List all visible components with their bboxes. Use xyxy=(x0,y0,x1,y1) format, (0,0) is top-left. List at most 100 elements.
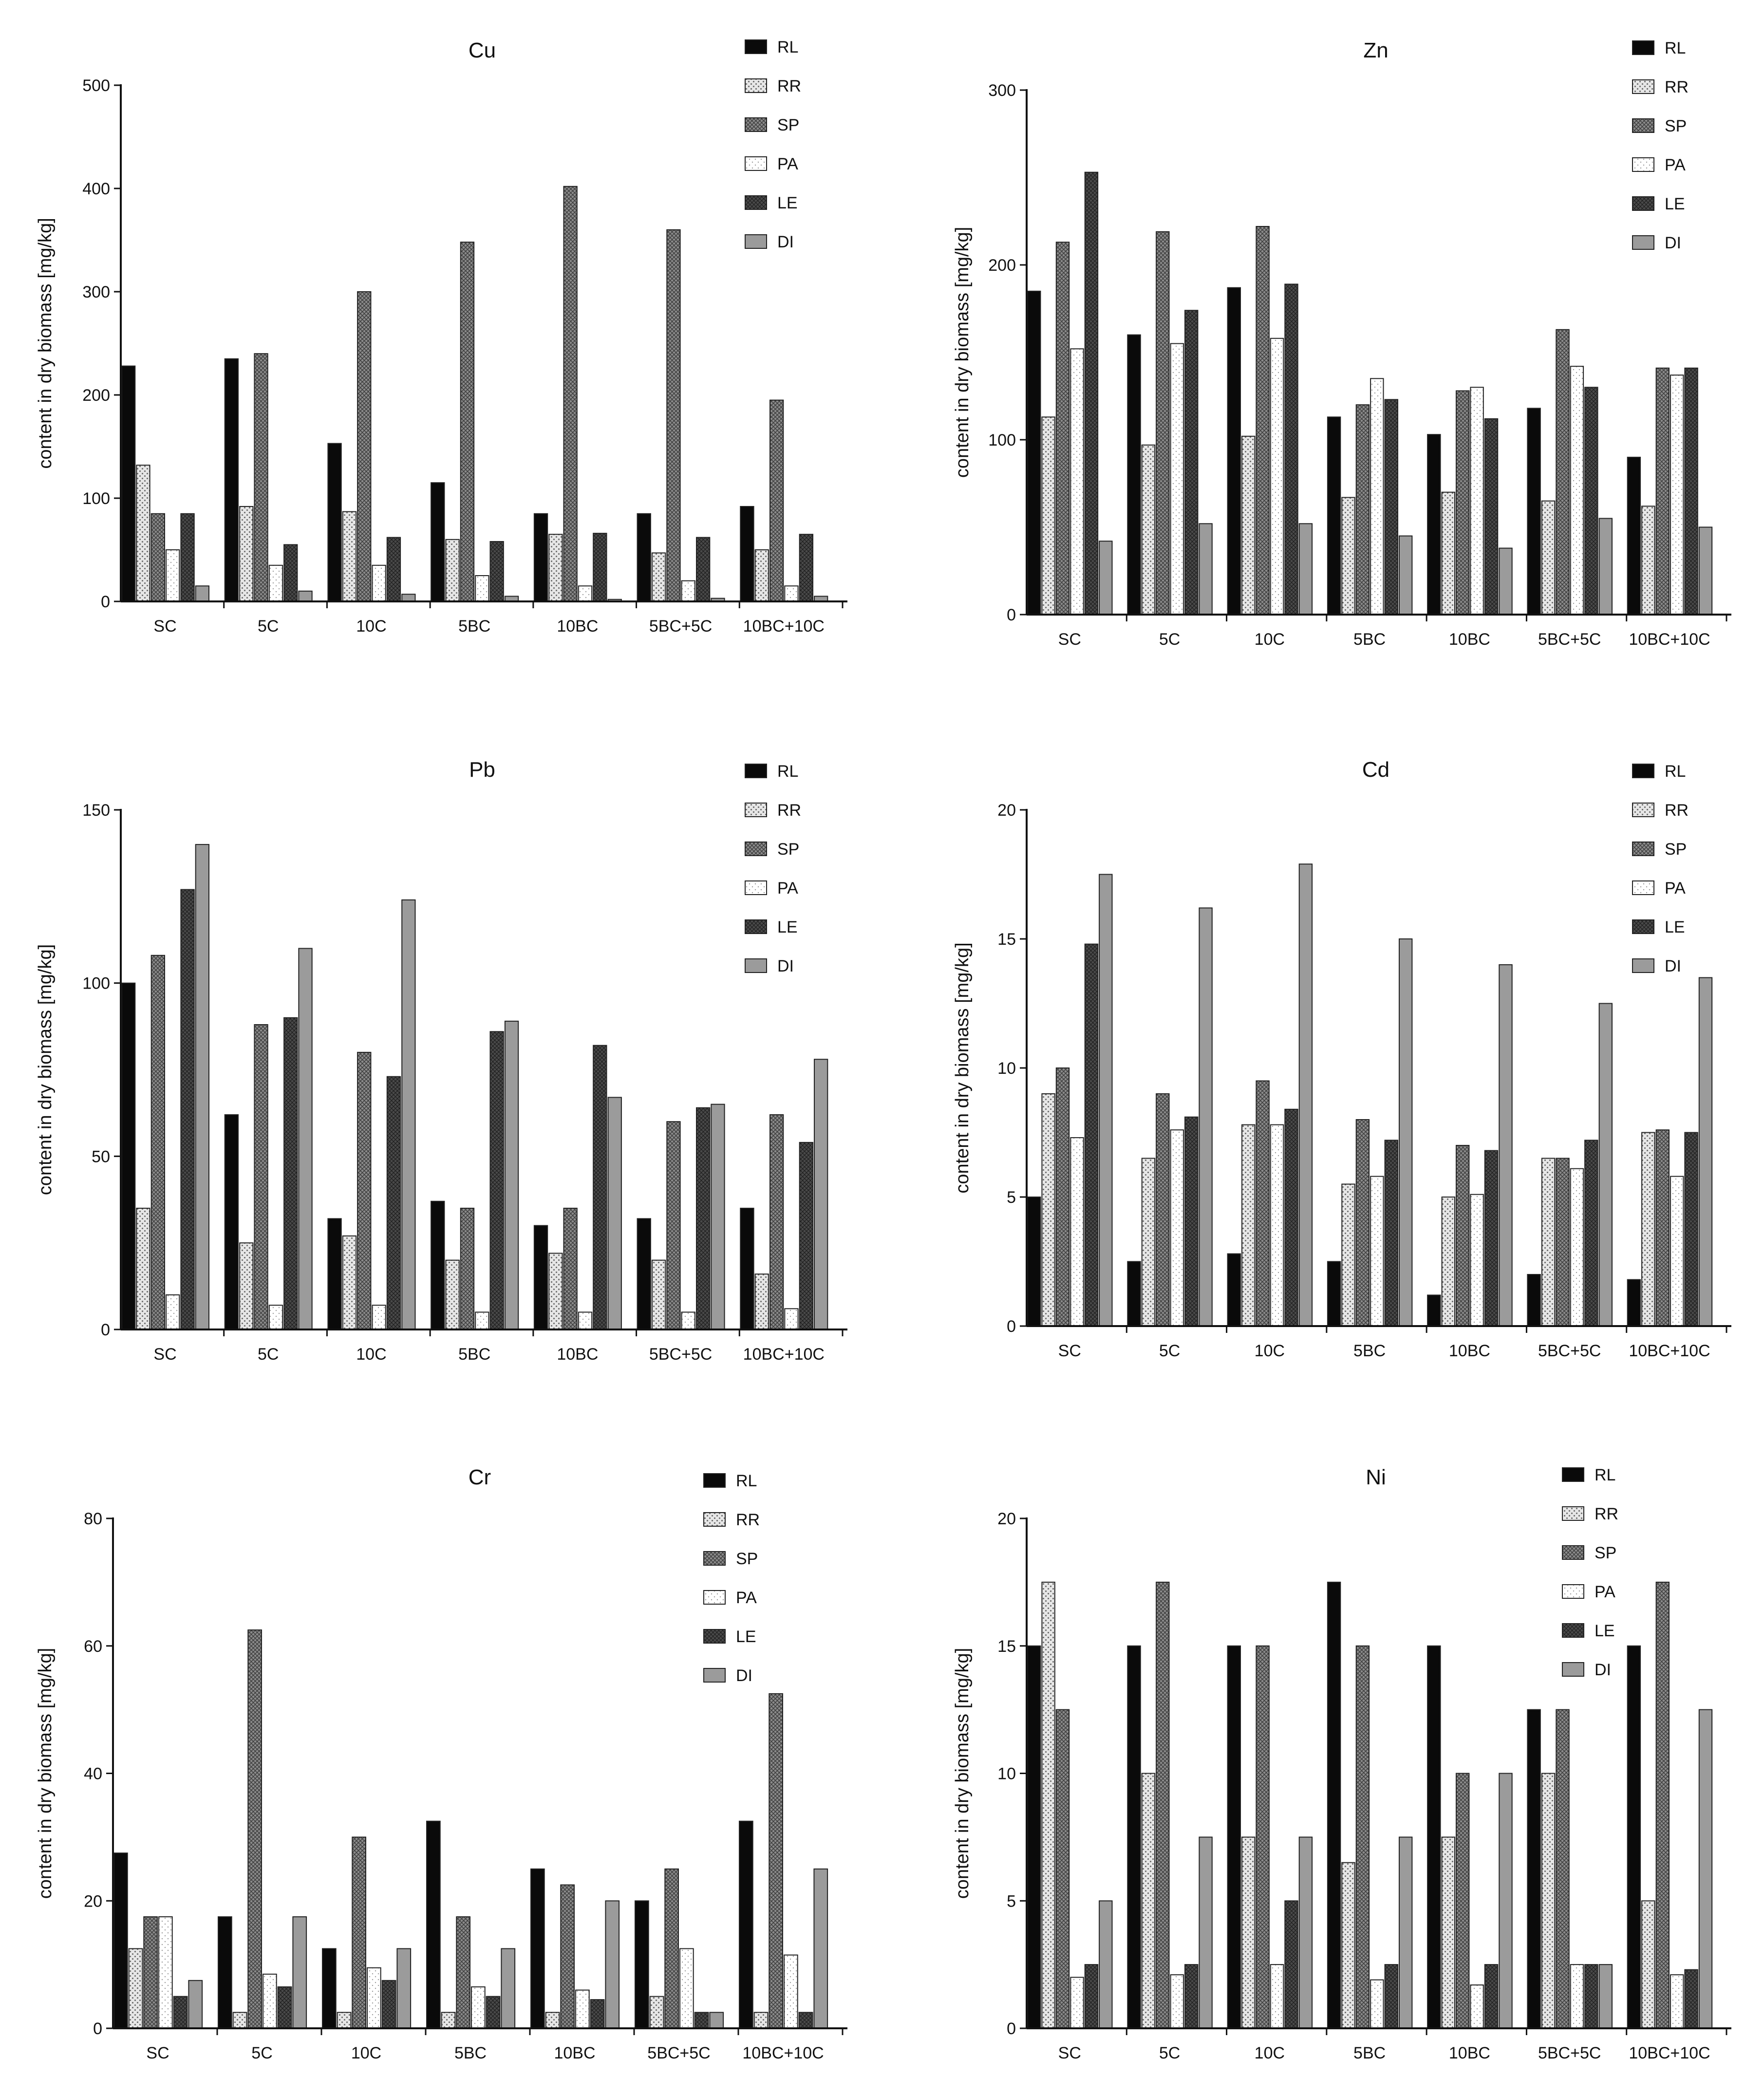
bar-pa-5c xyxy=(1170,1129,1184,1327)
bar-di-10bc-plus-10c xyxy=(1698,1709,1713,2029)
bar-rl-sc xyxy=(1027,1197,1041,1327)
bar-rr-10bc xyxy=(548,534,563,602)
bar-rr-5bc-plus-5c xyxy=(1541,1773,1556,2029)
x-tick-label: 5BC xyxy=(454,2044,487,2062)
legend-swatch-le xyxy=(1632,919,1654,934)
x-tick-label: 10BC+10C xyxy=(743,1345,825,1364)
legend-swatch-rl xyxy=(745,764,767,778)
bar-sp-5bc xyxy=(460,1208,475,1330)
x-tick-label: 5C xyxy=(1159,1342,1180,1360)
bar-di-5c xyxy=(298,948,313,1330)
x-tick-label: SC xyxy=(146,2044,169,2062)
chart-title: Ni xyxy=(1366,1465,1386,1489)
legend-label-rl: RL xyxy=(1595,1466,1615,1484)
bar-rr-sc xyxy=(136,465,150,602)
bar-di-sc xyxy=(1099,541,1113,615)
bar-rl-10bc xyxy=(533,1225,548,1330)
bar-pa-sc xyxy=(1070,1137,1084,1327)
x-tick-label: SC xyxy=(1058,1342,1081,1360)
y-tick-label: 500 xyxy=(82,76,110,95)
bar-rr-5bc xyxy=(441,2012,456,2029)
bar-pa-10bc xyxy=(1470,1984,1484,2029)
legend-swatch-rr xyxy=(745,803,767,817)
bar-sp-sc xyxy=(150,954,166,1330)
bar-sp-10c xyxy=(352,1836,366,2029)
bar-pa-10c xyxy=(372,1305,386,1330)
x-tick-label: 10C xyxy=(1255,630,1285,649)
legend-label-di: DI xyxy=(1595,1661,1611,1679)
legend-label-di: DI xyxy=(1665,234,1681,252)
x-tick-label: 10BC+10C xyxy=(1629,2044,1710,2062)
y-tick-label: 15 xyxy=(997,1637,1016,1656)
bar-pa-5bc-plus-5c xyxy=(1570,1964,1584,2029)
legend-label-di: DI xyxy=(736,1666,752,1685)
y-axis-label: content in dry biomass [mg/kg] xyxy=(952,942,973,1193)
legend-label-rl: RL xyxy=(1665,39,1686,57)
bar-rl-10bc xyxy=(1427,1645,1441,2029)
bar-le-sc xyxy=(173,1996,188,2029)
legend-swatch-sp xyxy=(703,1551,726,1566)
bar-rl-5bc xyxy=(431,482,445,602)
bar-rr-sc xyxy=(1041,416,1055,615)
bar-sp-sc xyxy=(143,1916,158,2029)
bar-rr-10bc xyxy=(548,1253,563,1330)
bar-rr-10c xyxy=(342,511,357,602)
bar-le-10bc xyxy=(1484,1964,1499,2029)
legend-label-rr: RR xyxy=(1665,78,1689,96)
bar-le-5bc xyxy=(1384,1964,1399,2029)
y-tick-label: 0 xyxy=(1007,606,1016,624)
y-tick-label: 200 xyxy=(82,386,110,405)
legend-swatch-di xyxy=(1562,1662,1584,1677)
bar-rl-5bc-plus-5c xyxy=(1527,1709,1541,2029)
bar-rl-5bc-plus-5c xyxy=(1527,408,1541,616)
bar-rr-5bc-plus-5c xyxy=(651,1259,666,1330)
bar-le-5bc-plus-5c xyxy=(1584,387,1598,615)
bar-pa-10bc xyxy=(575,1989,590,2029)
bar-pa-10bc-plus-10c xyxy=(784,1954,798,2029)
bar-le-5bc-plus-5c xyxy=(1584,1964,1598,2029)
y-tick-label: 20 xyxy=(997,1510,1016,1528)
legend-swatch-rr xyxy=(1562,1506,1584,1521)
bar-le-5c xyxy=(1184,310,1199,615)
bar-rr-5bc xyxy=(1341,1183,1355,1327)
bar-le-5bc-plus-5c xyxy=(696,537,711,602)
bar-rl-5bc-plus-5c xyxy=(637,1218,651,1330)
bar-pa-5bc-plus-5c xyxy=(681,1311,695,1330)
legend-swatch-sp xyxy=(1562,1545,1584,1560)
legend-label-sp: SP xyxy=(1595,1544,1616,1562)
bar-sp-sc xyxy=(1055,242,1070,615)
bar-le-10bc xyxy=(593,1045,607,1330)
bar-di-10bc xyxy=(607,1097,622,1330)
chart-cu: Cu content in dry biomass [mg/kg] 0 100 200 3… xyxy=(35,38,847,636)
legend-label-sp: SP xyxy=(736,1550,758,1568)
bar-rr-5bc xyxy=(1341,497,1355,615)
bar-rl-5c xyxy=(1127,1645,1141,2029)
legend-label-le: LE xyxy=(1595,1622,1615,1640)
y-tick-label: 0 xyxy=(93,2020,102,2038)
bar-le-10bc-plus-10c xyxy=(798,2012,813,2029)
bar-rl-10bc-plus-10c xyxy=(739,1820,753,2029)
bar-pa-5bc xyxy=(1370,1176,1384,1327)
y-axis-label: content in dry biomass [mg/kg] xyxy=(35,944,56,1195)
bar-le-10bc-plus-10c xyxy=(1684,367,1698,615)
bar-rr-5c xyxy=(239,506,254,602)
bar-di-sc xyxy=(1099,874,1113,1327)
bar-rl-5bc-plus-5c xyxy=(635,1900,649,2029)
x-tick-label: 5BC+5C xyxy=(1538,630,1601,649)
bar-pa-5bc xyxy=(1370,378,1384,615)
legend-swatch-pa xyxy=(745,156,767,171)
bar-rr-5c xyxy=(239,1242,254,1330)
y-tick-label: 200 xyxy=(988,256,1016,275)
bar-le-10c xyxy=(1284,283,1298,615)
bar-sp-sc xyxy=(150,513,166,602)
x-tick-label: SC xyxy=(1058,630,1081,649)
bar-sp-5c xyxy=(254,353,268,602)
bar-sp-10bc-plus-10c xyxy=(769,1114,784,1330)
legend-label-sp: SP xyxy=(1665,117,1687,135)
bar-pa-10bc xyxy=(578,1311,593,1330)
bar-rl-5bc xyxy=(1327,1581,1341,2029)
bar-rl-sc xyxy=(1027,290,1041,615)
bar-rl-10c xyxy=(1227,287,1241,615)
bar-pa-sc xyxy=(166,549,180,602)
